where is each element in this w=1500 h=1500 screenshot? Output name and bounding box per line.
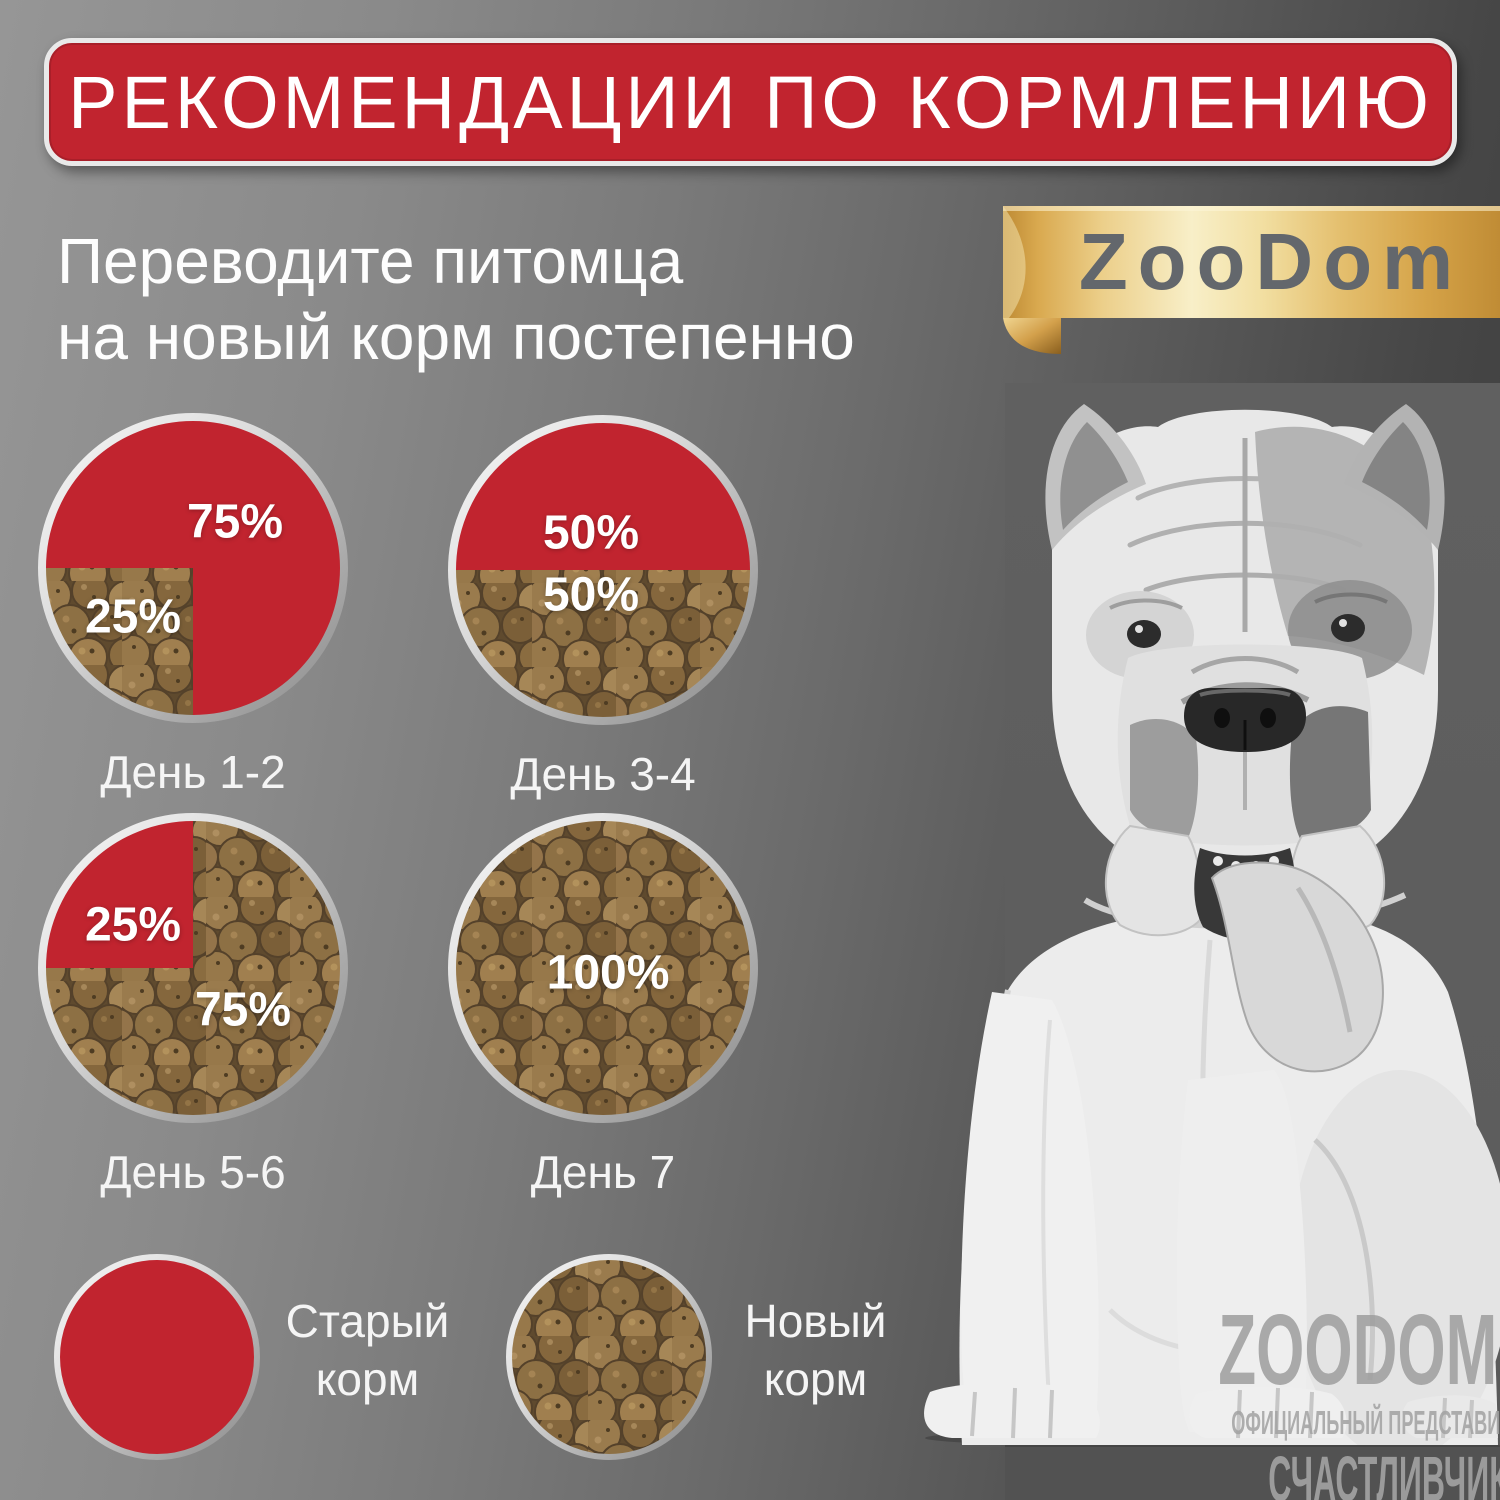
- legend-old-food-label: Старый корм: [270, 1293, 465, 1408]
- legend-new-line-2: корм: [763, 1352, 868, 1405]
- new-food-percent: 25%: [84, 590, 182, 644]
- pie-day-label: День 7: [530, 1146, 676, 1198]
- pie-chart-day-3-4: [448, 415, 758, 725]
- subtitle: Переводите питомца на новый корм постепе…: [57, 224, 855, 375]
- watermark-brand: ZOODOM: [1218, 1294, 1498, 1406]
- watermark-name-row: СЧАСТЛИВЧИК ТМ: [1148, 1443, 1500, 1500]
- subtitle-line-1: Переводите питомца: [57, 225, 684, 297]
- pie-block-day-3-4: 50% 50% День 3-4: [448, 415, 758, 807]
- old-food-percent: 25%: [84, 898, 182, 952]
- pie-block-day-1-2: 75% 25% День 1-2: [38, 413, 348, 805]
- page-title: РЕКОМЕНДАЦИИ ПО КОРМЛЕНИЮ: [68, 60, 1433, 144]
- new-food-percent: 50%: [542, 568, 640, 622]
- pie-chart-day-5-6: [38, 813, 348, 1123]
- watermark-name: СЧАСТЛИВЧИК: [1268, 1443, 1500, 1500]
- pie-day-label: День 3-4: [510, 748, 696, 800]
- subtitle-line-2: на новый корм постепенно: [57, 300, 855, 373]
- legend-old-line-1: Старый: [285, 1295, 450, 1347]
- bulldog-image: [924, 404, 1500, 1445]
- brand-ribbon-label: ZooDom: [1078, 217, 1464, 306]
- pie-chart-day-1-2: [38, 413, 348, 723]
- pie-block-day-7: 100% День 7: [448, 813, 758, 1205]
- gold-ribbon: [1003, 206, 1500, 354]
- watermark-subtitle: ОФИЦИАЛЬНЫЙ ПРЕДСТАВИТЕЛЬ: [1231, 1404, 1500, 1441]
- title-banner: РЕКОМЕНДАЦИИ ПО КОРМЛЕНИЮ: [44, 38, 1457, 166]
- distributor-watermark: ZOODOM ОФИЦИАЛЬНЫЙ ПРЕДСТАВИТЕЛЬ СЧАСТЛИ…: [1148, 1300, 1500, 1500]
- legend-old-line-2: корм: [315, 1352, 420, 1405]
- new-food-percent: 75%: [194, 983, 292, 1037]
- legend-new-food-label: Новый корм: [728, 1293, 903, 1408]
- new-food-percent: 100%: [546, 946, 670, 1000]
- old-food-percent: 50%: [542, 506, 640, 560]
- pie-day-label: День 1-2: [100, 746, 286, 798]
- pie-chart-day-7: [448, 813, 758, 1123]
- legend-old-food-swatch: [54, 1254, 260, 1460]
- old-food-percent: 75%: [186, 495, 284, 549]
- pie-day-label: День 5-6: [100, 1146, 286, 1198]
- legend-new-food-swatch: [506, 1254, 712, 1460]
- legend-new-line-1: Новый: [744, 1295, 887, 1347]
- pie-block-day-5-6: 25% 75% День 5-6: [38, 813, 348, 1205]
- photo-floor-strip: [1005, 1445, 1500, 1500]
